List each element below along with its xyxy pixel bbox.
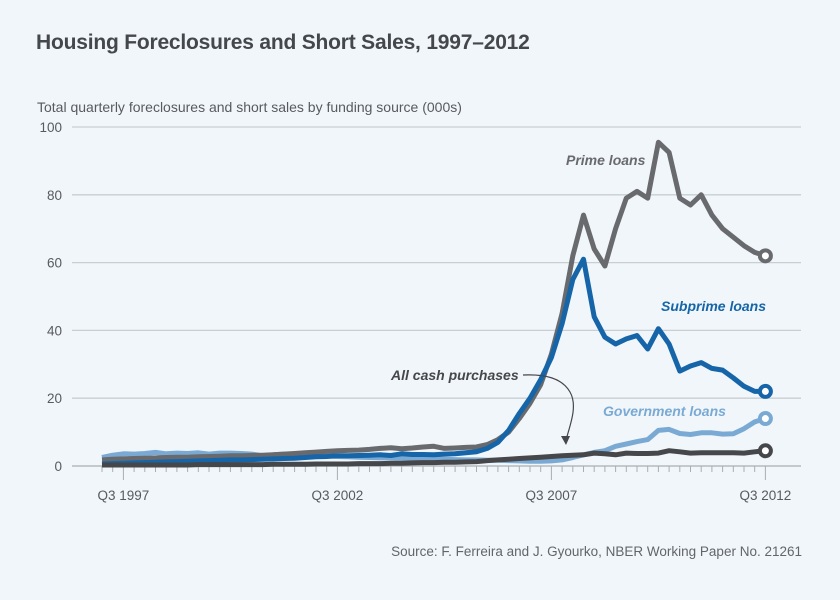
x-axis: Q3 1997 Q3 2002 Q3 2007 Q3 2012 [72, 465, 801, 503]
y-tick-label-40: 40 [47, 323, 62, 338]
label-subprime-loans: Subprime loans [661, 298, 766, 314]
label-prime-loans: Prime loans [566, 152, 646, 168]
y-axis-label: Total quarterly foreclosures and short s… [37, 99, 462, 115]
x-tick-label-q3-1997: Q3 1997 [98, 488, 150, 503]
x-tick-label-q3-2007: Q3 2007 [526, 488, 578, 503]
x-tick-label-q3-2012: Q3 2012 [740, 488, 792, 503]
end-marker-all-cash-purchases [757, 443, 773, 459]
end-markers [757, 248, 773, 459]
y-tick-label-100: 100 [39, 120, 62, 135]
annotation-arrow [522, 374, 574, 441]
y-tick-labels: 0 20 40 60 80 100 [39, 120, 62, 474]
source-note: Source: F. Ferreira and J. Gyourko, NBER… [391, 544, 802, 559]
y-tick-label-0: 0 [54, 459, 62, 474]
y-tick-label-80: 80 [47, 188, 62, 203]
series-line-subprime-loans [101, 256, 766, 467]
gridlines [72, 126, 801, 399]
end-marker-subprime-loans [757, 383, 773, 399]
series-line-government-loans [101, 416, 767, 464]
annotation-arrowhead [561, 436, 570, 445]
x-tick-label-q3-2002: Q3 2002 [312, 488, 364, 503]
label-government-loans: Government loans [603, 403, 726, 419]
chart-title: Housing Foreclosures and Short Sales, 19… [36, 31, 530, 54]
end-marker-prime-loans [757, 248, 773, 264]
series-lines [101, 139, 767, 468]
y-tick-label-20: 20 [47, 391, 62, 406]
series-line-all-cash-purchases [102, 448, 766, 468]
y-tick-label-60: 60 [47, 256, 62, 271]
series-line-prime-loans [101, 139, 767, 463]
label-all-cash-purchases: All cash purchases [390, 367, 519, 383]
series-labels: Prime loans Subprime loans Government lo… [390, 152, 766, 445]
end-marker-government-loans [757, 411, 773, 427]
